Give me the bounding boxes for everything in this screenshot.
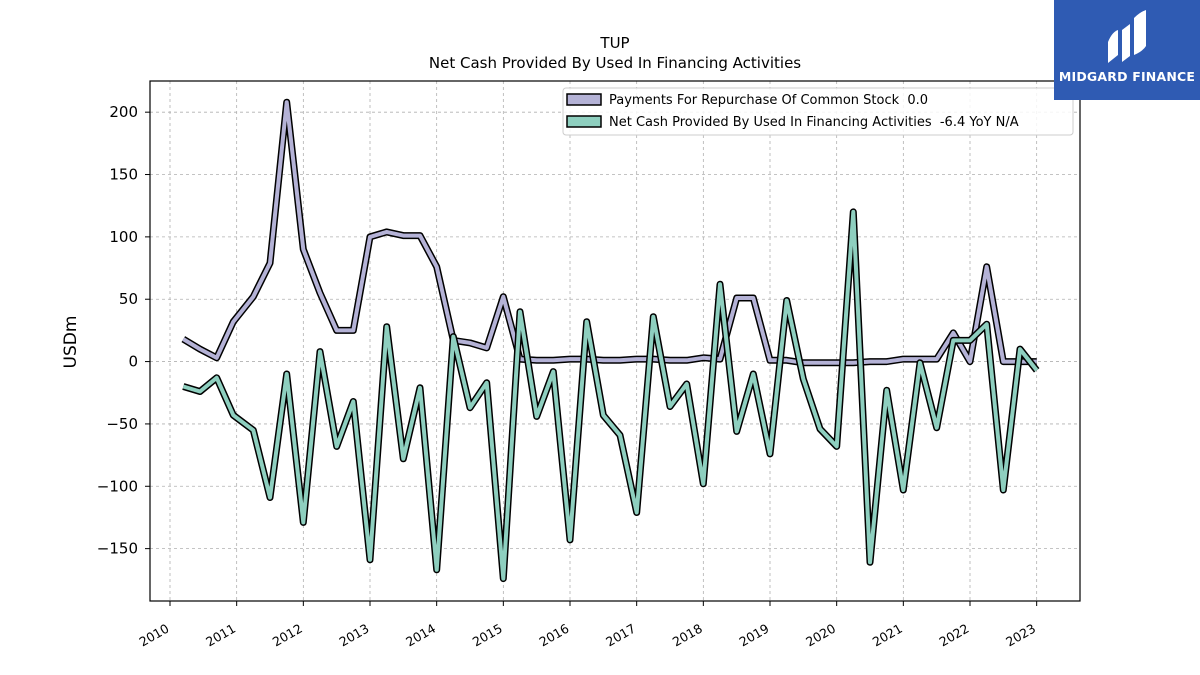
- legend-swatch-financing: [566, 115, 602, 128]
- series-layer: [181, 98, 1040, 583]
- x-tick-label: 2017: [603, 621, 638, 650]
- x-tick-label: 2021: [870, 621, 905, 650]
- legend-box: [562, 87, 1074, 136]
- y-tick-label: 200: [109, 103, 138, 121]
- x-tick-label: 2023: [1003, 621, 1038, 650]
- legend-swatch-repurchase: [566, 93, 602, 106]
- y-tick-label: 100: [109, 228, 138, 246]
- series-outline-0: [181, 98, 1037, 367]
- x-tick-label: 2010: [136, 621, 171, 650]
- y-tick-label: −50: [106, 415, 138, 433]
- y-tick-label: −150: [97, 540, 138, 558]
- x-axis-ticks: 2010 2011 2012 2013 2014 2015 2016 2017 2018 2019…: [136, 601, 1038, 650]
- brand-name: MIDGARD FINANCE: [1058, 69, 1196, 84]
- series-line-0: [182, 100, 1037, 365]
- y-tick-label: 0: [128, 353, 138, 371]
- x-tick-label: 2018: [670, 621, 705, 650]
- x-tick-label: 2012: [270, 621, 305, 650]
- y-tick-label: −100: [97, 477, 138, 495]
- grid: [150, 81, 1080, 601]
- legend-label-repurchase: Payments For Repurchase Of Common Stock …: [609, 93, 928, 108]
- y-tick-label: 150: [109, 166, 138, 184]
- x-tick-label: 2020: [803, 621, 838, 650]
- x-tick-label: 2015: [470, 621, 505, 650]
- brand-logo: MIDGARD FINANCE: [1054, 0, 1200, 100]
- x-tick-label: 2016: [536, 621, 571, 650]
- series-line-1: [182, 209, 1039, 581]
- y-axis-label: USDm: [61, 316, 81, 369]
- y-axis-ticks: −150 −100 −50 0 50 100 150 200: [97, 103, 150, 558]
- legend: Payments For Repurchase Of Common Stock …: [562, 87, 1074, 136]
- y-tick-label: 50: [119, 290, 138, 308]
- x-tick-label: 2019: [736, 621, 771, 650]
- x-tick-label: 2011: [203, 621, 238, 650]
- x-tick-label: 2022: [936, 621, 971, 650]
- chart-subtitle: Net Cash Provided By Used In Financing A…: [429, 54, 801, 72]
- x-tick-label: 2014: [403, 621, 438, 650]
- midgard-logo-icon: [1108, 10, 1146, 63]
- x-tick-label: 2013: [336, 621, 371, 650]
- chart-title: TUP: [599, 34, 629, 52]
- legend-label-financing: Net Cash Provided By Used In Financing A…: [609, 115, 1019, 130]
- plot-frame: [149, 80, 1081, 602]
